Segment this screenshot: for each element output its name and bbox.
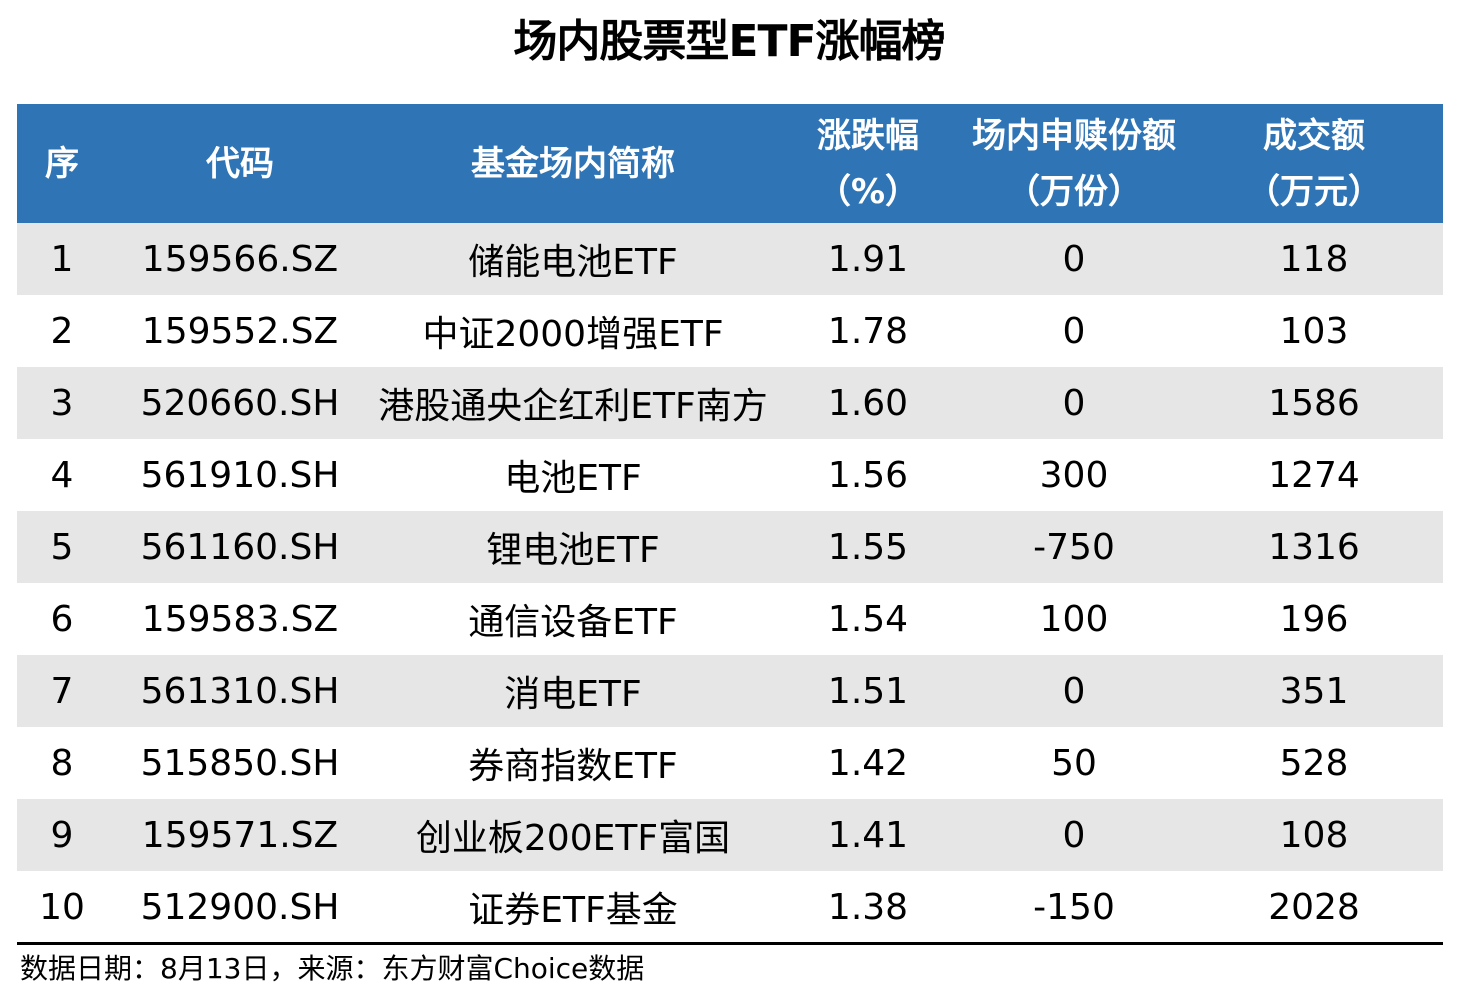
cell-turnover: 1586 (1268, 382, 1360, 424)
cell-name: 消电ETF (504, 674, 642, 715)
cell-name: 电池ETF (504, 458, 642, 499)
cell-rank: 9 (50, 814, 74, 856)
cell-turnover: 351 (1279, 670, 1349, 712)
cell-name: 储能电池ETF (468, 242, 678, 283)
table-row: 5 561160.SH 锂电池ETF 1.55 -750 1316 (17, 511, 1443, 583)
table-row: 8 515850.SH 券商指数ETF 1.42 50 528 (17, 727, 1443, 799)
cell-code: 520660.SH (140, 382, 340, 424)
table-bottom-rule (17, 942, 1443, 945)
source-note: 数据日期：8月13日，来源：东方财富Choice数据 (20, 952, 645, 985)
cell-code: 159552.SZ (141, 310, 339, 352)
cell-net-units: 50 (1051, 742, 1097, 784)
cell-name: 锂电池ETF (486, 530, 660, 571)
table-row: 7 561310.SH 消电ETF 1.51 0 351 (17, 655, 1443, 727)
cell-change-pct: 1.54 (827, 598, 909, 640)
cell-net-units: 0 (1062, 670, 1086, 712)
cell-name: 券商指数ETF (468, 746, 678, 787)
page-title: 场内股票型ETF涨幅榜 (513, 16, 945, 67)
cell-turnover: 103 (1279, 310, 1349, 352)
cell-change-pct: 1.60 (827, 382, 909, 424)
cell-rank: 10 (39, 886, 85, 928)
cell-code: 561160.SH (140, 526, 340, 568)
header-change-pct-label: 涨跌幅 (817, 115, 919, 156)
cell-turnover: 2028 (1268, 886, 1360, 928)
table-row: 9 159571.SZ 创业板200ETF富国 1.41 0 108 (17, 799, 1443, 871)
cell-net-units: 0 (1062, 814, 1086, 856)
header-change-pct: 涨跌幅 （%） (773, 104, 963, 223)
cell-name: 中证2000增强ETF (422, 314, 724, 355)
cell-net-units: 0 (1062, 382, 1086, 424)
header-change-pct-unit: （%） (816, 171, 920, 212)
cell-change-pct: 1.38 (827, 886, 909, 928)
cell-name: 证券ETF基金 (468, 890, 678, 931)
cell-net-units: -150 (1033, 886, 1115, 928)
cell-rank: 2 (50, 310, 74, 352)
header-turnover-unit: （万元） (1246, 171, 1382, 212)
cell-code: 515850.SH (140, 742, 340, 784)
cell-rank: 5 (50, 526, 74, 568)
etf-ranking-table: 序 代码 基金场内简称 涨跌幅 （%） 场内申赎份额 （万份） 成交额 （万元）… (17, 104, 1443, 943)
table-row: 6 159583.SZ 通信设备ETF 1.54 100 196 (17, 583, 1443, 655)
cell-code: 561910.SH (140, 454, 340, 496)
header-code: 代码 (107, 104, 373, 223)
cell-turnover: 1274 (1268, 454, 1360, 496)
cell-turnover: 1316 (1268, 526, 1360, 568)
cell-code: 512900.SH (140, 886, 340, 928)
table-row: 4 561910.SH 电池ETF 1.56 300 1274 (17, 439, 1443, 511)
header-net-units-unit: （万份） (1006, 171, 1142, 212)
cell-rank: 6 (50, 598, 74, 640)
cell-turnover: 108 (1279, 814, 1349, 856)
table-row: 10 512900.SH 证券ETF基金 1.38 -150 2028 (17, 871, 1443, 943)
cell-turnover: 118 (1279, 238, 1349, 280)
cell-net-units: 100 (1039, 598, 1109, 640)
header-net-units: 场内申赎份额 （万份） (963, 104, 1185, 223)
cell-rank: 3 (50, 382, 74, 424)
cell-rank: 7 (50, 670, 74, 712)
cell-code: 561310.SH (140, 670, 340, 712)
table-row: 2 159552.SZ 中证2000增强ETF 1.78 0 103 (17, 295, 1443, 367)
cell-change-pct: 1.42 (827, 742, 909, 784)
header-rank-label: 序 (45, 143, 79, 184)
cell-change-pct: 1.78 (827, 310, 909, 352)
cell-change-pct: 1.56 (827, 454, 909, 496)
header-turnover: 成交额 （万元） (1185, 104, 1443, 223)
cell-rank: 4 (50, 454, 74, 496)
cell-turnover: 196 (1279, 598, 1349, 640)
cell-code: 159571.SZ (141, 814, 339, 856)
table-header: 序 代码 基金场内简称 涨跌幅 （%） 场内申赎份额 （万份） 成交额 （万元） (17, 104, 1443, 223)
table-row: 1 159566.SZ 储能电池ETF 1.91 0 118 (17, 223, 1443, 295)
cell-change-pct: 1.91 (827, 238, 909, 280)
header-net-units-label: 场内申赎份额 (972, 115, 1176, 156)
cell-change-pct: 1.41 (827, 814, 909, 856)
cell-net-units: -750 (1033, 526, 1115, 568)
header-turnover-label: 成交额 (1263, 115, 1365, 156)
cell-change-pct: 1.55 (827, 526, 909, 568)
cell-name: 创业板200ETF富国 (415, 818, 731, 859)
header-name: 基金场内简称 (373, 104, 773, 223)
cell-change-pct: 1.51 (827, 670, 909, 712)
header-rank: 序 (17, 104, 107, 223)
cell-turnover: 528 (1279, 742, 1349, 784)
cell-net-units: 0 (1062, 238, 1086, 280)
cell-net-units: 0 (1062, 310, 1086, 352)
cell-rank: 1 (50, 238, 74, 280)
cell-rank: 8 (50, 742, 74, 784)
cell-code: 159566.SZ (141, 238, 339, 280)
header-code-label: 代码 (206, 143, 274, 184)
cell-name: 通信设备ETF (468, 602, 678, 643)
cell-net-units: 300 (1039, 454, 1109, 496)
header-name-label: 基金场内简称 (471, 143, 675, 184)
table-row: 3 520660.SH 港股通央企红利ETF南方 1.60 0 1586 (17, 367, 1443, 439)
cell-code: 159583.SZ (141, 598, 339, 640)
cell-name: 港股通央企红利ETF南方 (378, 386, 768, 427)
